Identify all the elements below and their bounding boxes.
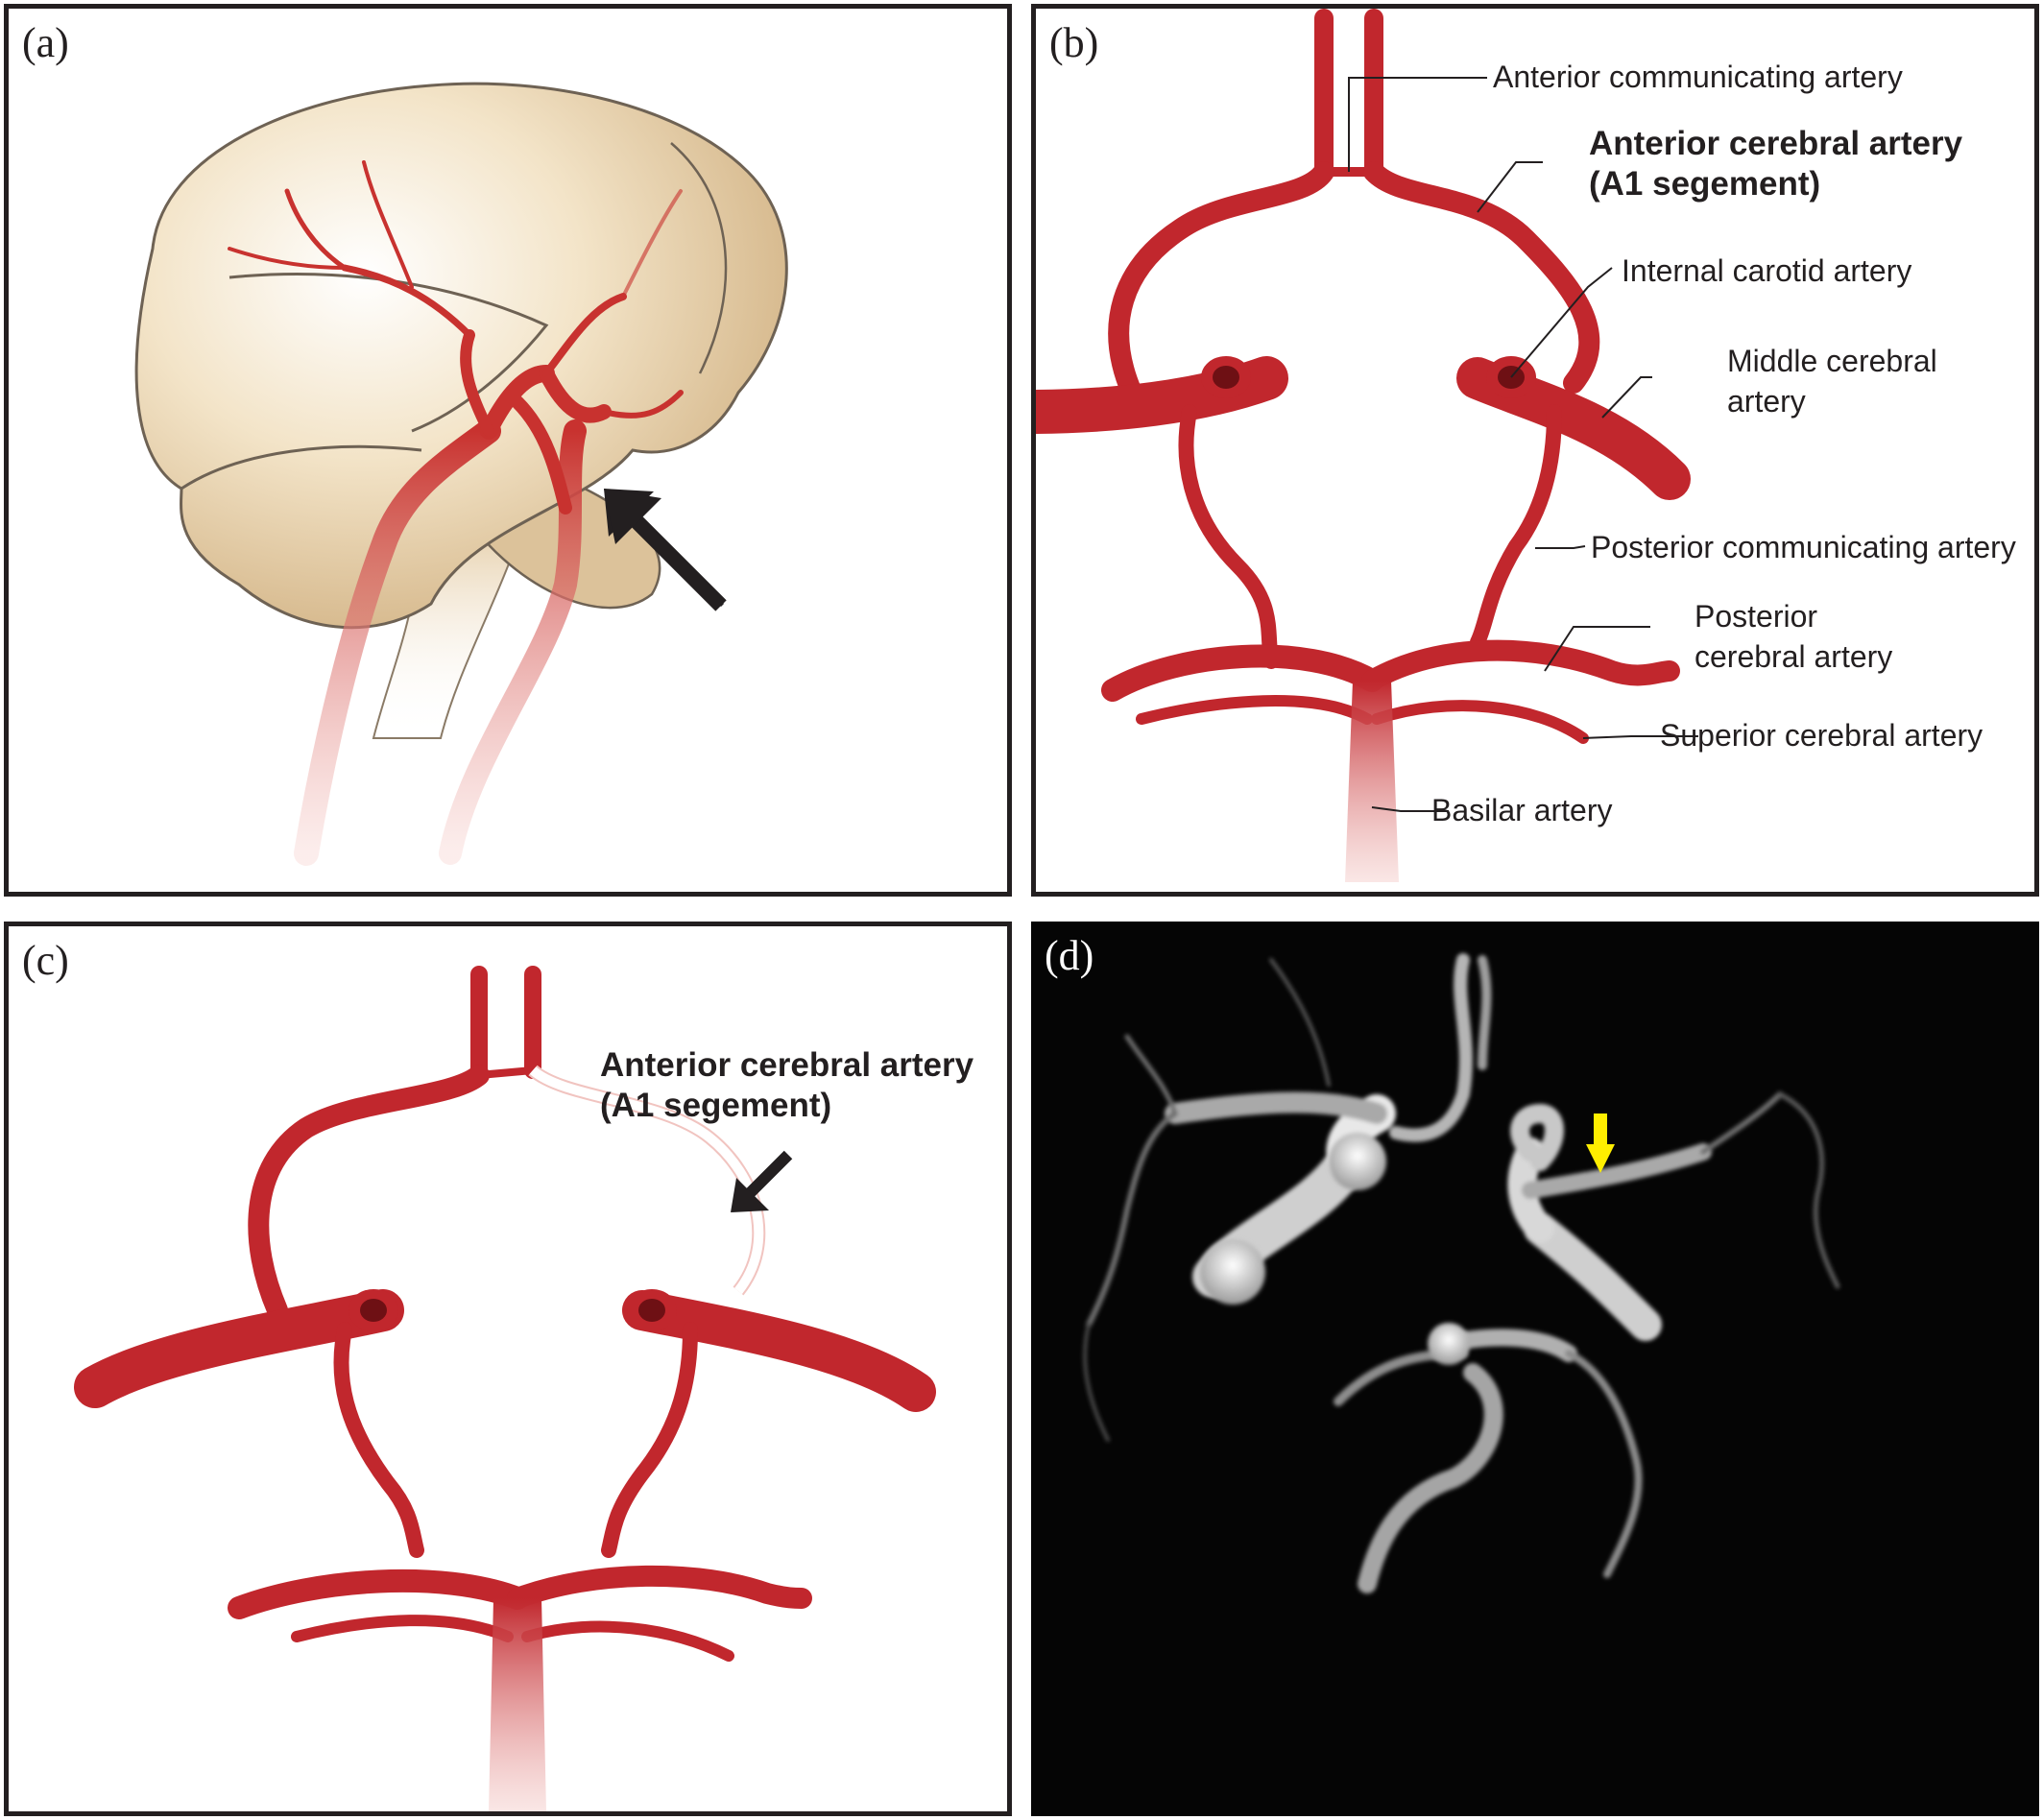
label-basilar-artery: Basilar artery bbox=[1431, 793, 1613, 827]
panel-b: (b) bbox=[1031, 4, 2039, 897]
arrow-icon-c bbox=[731, 1150, 793, 1212]
panel-a-label: (a) bbox=[22, 19, 69, 66]
label-c-aca-line2: (A1 segement) bbox=[600, 1087, 832, 1124]
label-internal-carotid-artery: Internal carotid artery bbox=[1622, 253, 1912, 288]
label-mca-line1: Middle cerebral bbox=[1727, 344, 1937, 378]
basilar-artery bbox=[1345, 681, 1399, 882]
panel-d-label: (d) bbox=[1045, 932, 1094, 979]
absent-a1-diagram bbox=[74, 966, 936, 1811]
internal-carotid-vessel-left bbox=[294, 419, 501, 866]
mra-image bbox=[1083, 953, 1840, 1593]
panel-c-label: (c) bbox=[22, 937, 69, 984]
panel-d: (d) bbox=[1031, 922, 2039, 1816]
lateral-sulcus bbox=[228, 273, 549, 433]
panel-b-label: (b) bbox=[1049, 19, 1099, 66]
yellow-arrow-icon bbox=[1586, 1114, 1615, 1173]
label-superior-cerebral-artery: Superior cerebral artery bbox=[1660, 718, 1983, 753]
internal-carotid-vessel-right bbox=[439, 419, 587, 865]
panel-a: (a) bbox=[4, 4, 1012, 897]
label-mca-line2: artery bbox=[1727, 384, 1806, 419]
temporal-outline bbox=[180, 444, 422, 491]
occipital-sulcus bbox=[670, 142, 728, 374]
label-aca-line2: (A1 segement) bbox=[1589, 165, 1821, 203]
label-c-aca-line1: Anterior cerebral artery bbox=[600, 1046, 974, 1084]
label-anterior-communicating-artery: Anterior communicating artery bbox=[1493, 60, 1903, 94]
panel-c: (c) bbox=[4, 922, 1012, 1816]
basilar-artery-c bbox=[489, 1598, 546, 1811]
circle-of-willis-diagram bbox=[1036, 9, 1698, 882]
label-posterior-communicating-artery: Posterior communicating artery bbox=[1591, 530, 2016, 564]
label-pca-line1: Posterior bbox=[1694, 599, 1818, 634]
label-aca-line1: Anterior cerebral artery bbox=[1589, 125, 1963, 162]
brain-illustration bbox=[134, 82, 788, 866]
label-pca-line2: cerebral artery bbox=[1694, 639, 1893, 674]
